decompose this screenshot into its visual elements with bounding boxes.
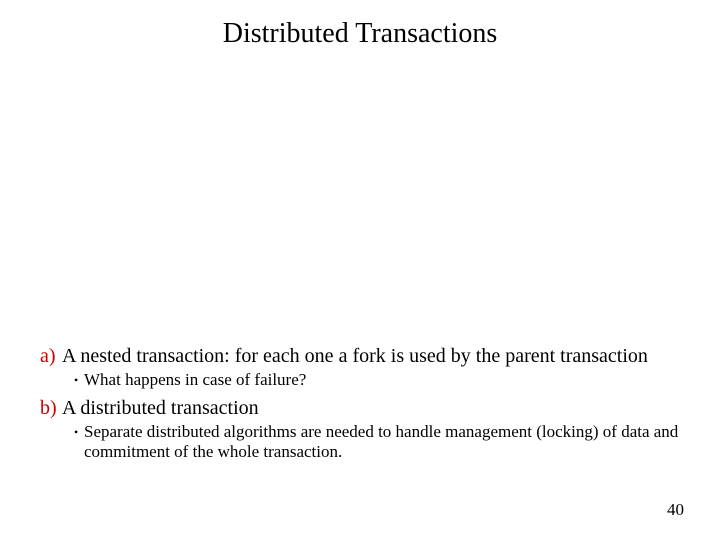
item-marker-b: b) bbox=[40, 396, 62, 420]
sub-text-a: What happens in case of failure? bbox=[84, 370, 306, 390]
item-text-b: A distributed transaction bbox=[62, 396, 259, 420]
item-marker-a: a) bbox=[40, 344, 62, 368]
list-item: b) A distributed transaction bbox=[40, 396, 680, 420]
page-number: 40 bbox=[667, 500, 684, 520]
sub-item: • Separate distributed algorithms are ne… bbox=[74, 422, 680, 462]
item-text-a: A nested transaction: for each one a for… bbox=[62, 344, 648, 368]
list-item: a) A nested transaction: for each one a … bbox=[40, 344, 680, 368]
slide-title: Distributed Transactions bbox=[0, 18, 720, 50]
sub-text-b: Separate distributed algorithms are need… bbox=[84, 422, 680, 462]
slide: Distributed Transactions a) A nested tra… bbox=[0, 0, 720, 540]
bullet-icon: • bbox=[74, 422, 84, 442]
bullet-icon: • bbox=[74, 370, 84, 390]
slide-body: a) A nested transaction: for each one a … bbox=[40, 344, 680, 468]
sub-item: • What happens in case of failure? bbox=[74, 370, 680, 390]
